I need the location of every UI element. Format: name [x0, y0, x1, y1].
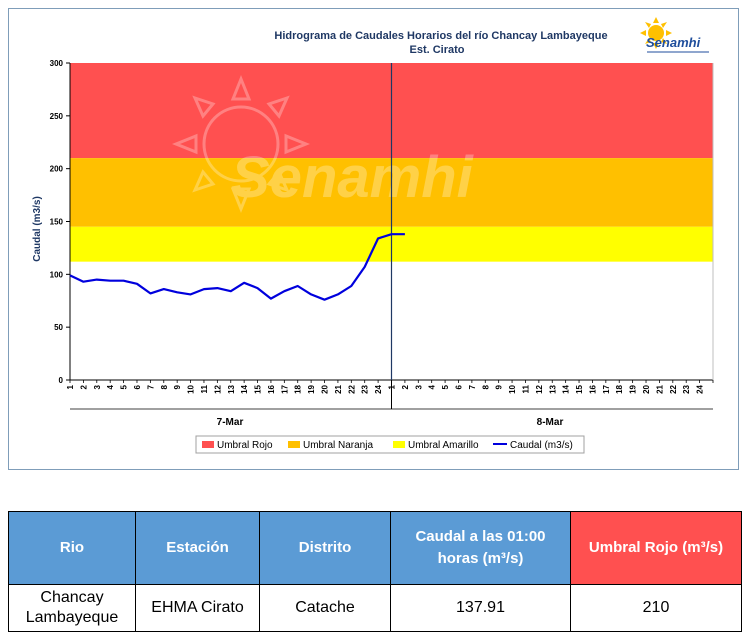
table-row: Chancay Lambayeque EHMA Cirato Catache 1…: [8, 584, 742, 632]
cell-caudal: 137.91: [390, 584, 571, 632]
watermark-text: Senamhi: [231, 145, 475, 210]
y-axis-label: Caudal (m3/s): [32, 196, 43, 262]
legend-swatch-naranja: [288, 441, 300, 448]
x-tick-label-33: 9: [495, 384, 504, 389]
station-table: Rio Estación Distrito Caudal a las 01:00…: [8, 511, 742, 632]
day-label-1: 7-Mar: [217, 417, 244, 428]
x-tick-label-21: 21: [334, 384, 343, 393]
x-tick-label-46: 22: [669, 384, 678, 393]
x-tick-label-19: 19: [307, 384, 316, 393]
senamhi-logo: Senamhi: [640, 17, 709, 53]
y-tick-label-50: 50: [54, 323, 63, 332]
x-tick-label-27: 3: [414, 384, 423, 389]
chart-subtitle: Est. Cirato: [409, 44, 464, 56]
x-tick-label-9: 9: [173, 384, 182, 389]
x-tick-label-32: 8: [481, 384, 490, 389]
y-tick-label-300: 300: [50, 59, 64, 68]
legend-label-caudal: Caudal (m3/s): [510, 440, 573, 451]
logo-text: Senamhi: [646, 35, 701, 50]
watermark: Senamhi: [171, 74, 475, 214]
x-tick-label-26: 2: [401, 384, 410, 389]
legend-swatch-rojo: [202, 441, 214, 448]
y-tick-label-0: 0: [59, 376, 64, 385]
x-tick-label-4: 4: [106, 384, 115, 389]
x-tick-label-43: 19: [629, 384, 638, 393]
y-tick-label-200: 200: [50, 165, 64, 174]
y-tick-label-150: 150: [50, 218, 64, 227]
x-tick-label-12: 12: [213, 384, 222, 393]
header-rio: Rio: [8, 511, 136, 585]
x-tick-label-47: 23: [682, 384, 691, 393]
x-tick-label-8: 8: [160, 384, 169, 389]
x-tick-label-1: 1: [66, 384, 75, 389]
header-umbral-rojo: Umbral Rojo (m³/s): [570, 511, 742, 585]
legend-swatch-amarillo: [393, 441, 405, 448]
x-tick-label-39: 15: [575, 384, 584, 393]
header-distrito: Distrito: [259, 511, 391, 585]
x-tick-label-5: 5: [120, 384, 129, 389]
x-tick-label-24: 24: [374, 384, 383, 393]
legend: Umbral Rojo Umbral Naranja Umbral Amaril…: [195, 435, 585, 454]
x-tick-label-40: 16: [588, 384, 597, 393]
cell-umbral-rojo: 210: [570, 584, 742, 632]
x-tick-label-23: 23: [361, 384, 370, 393]
x-tick-label-36: 12: [535, 384, 544, 393]
x-tick-label-13: 13: [227, 384, 236, 393]
x-tick-label-20: 20: [321, 384, 330, 393]
x-tick-label-14: 14: [240, 384, 249, 393]
x-tick-label-6: 6: [133, 384, 142, 389]
x-tick-label-25: 1: [388, 384, 397, 389]
x-tick-label-16: 16: [267, 384, 276, 393]
table-header-row: Rio Estación Distrito Caudal a las 01:00…: [8, 511, 742, 585]
header-caudal: Caudal a las 01:00 horas (m³/s): [390, 511, 571, 585]
y-tick-label-100: 100: [50, 270, 64, 279]
x-tick-label-30: 6: [454, 384, 463, 389]
x-tick-label-29: 5: [441, 384, 450, 389]
x-tick-label-3: 3: [93, 384, 102, 389]
x-tick-label-7: 7: [146, 384, 155, 389]
x-tick-label-15: 15: [254, 384, 263, 393]
x-tick-label-42: 18: [615, 384, 624, 393]
x-tick-label-22: 22: [347, 384, 356, 393]
x-tick-label-18: 18: [294, 384, 303, 393]
x-tick-label-48: 24: [696, 384, 705, 393]
x-tick-label-17: 17: [280, 384, 289, 393]
cell-estacion: EHMA Cirato: [135, 584, 260, 632]
cell-distrito: Catache: [259, 584, 391, 632]
header-estacion: Estación: [135, 511, 260, 585]
x-tick-label-31: 7: [468, 384, 477, 389]
chart-frame: Senamhi 0 50 100 150 200 250 300 1 2 3 4 5 6 7 8 9 10 11…: [8, 8, 739, 470]
legend-label-rojo: Umbral Rojo: [217, 440, 273, 451]
day-label-2: 8-Mar: [537, 417, 564, 428]
chart-title: Hidrograma de Caudales Horarios del río …: [274, 30, 607, 42]
series-line-caudal: [69, 233, 405, 301]
x-tick-label-45: 21: [655, 384, 664, 393]
x-tick-label-2: 2: [79, 384, 88, 389]
y-tick-label-250: 250: [50, 112, 64, 121]
x-tick-label-38: 14: [562, 384, 571, 393]
x-tick-label-34: 10: [508, 384, 517, 393]
sun-watermark-icon: [171, 74, 311, 214]
x-tick-label-28: 4: [428, 384, 437, 389]
x-tick-label-10: 10: [187, 384, 196, 393]
sun-logo-icon: [640, 17, 672, 49]
legend-label-naranja: Umbral Naranja: [303, 440, 373, 451]
x-tick-label-37: 13: [548, 384, 557, 393]
x-tick-label-11: 11: [200, 384, 209, 393]
x-tick-label-44: 20: [642, 384, 651, 393]
legend-label-amarillo: Umbral Amarillo: [408, 440, 479, 451]
x-tick-label-41: 17: [602, 384, 611, 393]
x-tick-label-35: 11: [521, 384, 530, 393]
cell-rio: Chancay Lambayeque: [8, 584, 136, 632]
